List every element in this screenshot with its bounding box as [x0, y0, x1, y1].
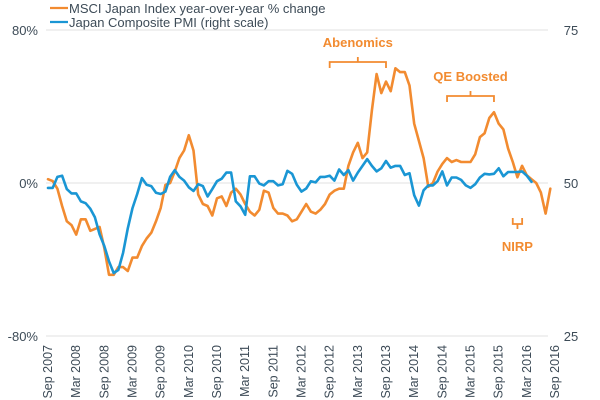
annotation-qe-boosted: QE Boosted: [433, 69, 508, 102]
series-msci: [46, 67, 552, 277]
annotation-label: Abenomics: [323, 35, 393, 50]
annotation-label: NIRP: [502, 239, 533, 254]
series-pmi: [46, 157, 533, 275]
x-tick-label: Sep 2007: [41, 345, 55, 399]
annotation-bracket: [328, 57, 387, 68]
x-tick-label: Sep 2016: [548, 345, 562, 399]
left-tick-label: -80%: [8, 329, 39, 344]
legend-label-pmi: Japan Composite PMI (right scale): [69, 15, 268, 30]
right-tick-label: 75: [564, 23, 578, 38]
x-tick-label: Sep 2008: [97, 345, 111, 399]
x-tick-label: Mar 2009: [126, 345, 140, 398]
x-tick-label: Mar 2012: [295, 345, 309, 398]
x-tick-label: Sep 2009: [154, 345, 168, 399]
x-tick-label: Mar 2011: [238, 345, 252, 397]
x-tick-label: Mar 2008: [69, 345, 83, 398]
x-tick-label: Mar 2015: [464, 345, 478, 398]
left-tick-label: 80%: [12, 23, 38, 38]
legend-item-msci[interactable]: MSCI Japan Index year-over-year % change: [50, 1, 326, 16]
legend-item-pmi[interactable]: Japan Composite PMI (right scale): [50, 15, 268, 30]
x-tick-label: Sep 2015: [492, 345, 506, 399]
right-tick-label: 25: [564, 329, 578, 344]
series: [46, 67, 552, 277]
x-tick-label: Mar 2010: [182, 345, 196, 398]
right-tick-label: 50: [564, 176, 578, 191]
legend-label-msci: MSCI Japan Index year-over-year % change: [69, 1, 326, 16]
left-tick-label: 0%: [19, 176, 38, 191]
x-tick-label: Sep 2014: [435, 345, 449, 399]
x-tick-label: Sep 2012: [323, 345, 337, 399]
left-axis: 80% 0% -80%: [8, 23, 39, 344]
annotation-bracket: [511, 218, 524, 229]
pmi-line: [46, 157, 533, 275]
x-tick-label: Mar 2014: [407, 345, 421, 398]
annotations: Abenomics QE Boosted NIRP: [323, 35, 534, 254]
x-axis: Sep 2007 Mar 2008 Sep 2008 Mar 2009 Sep 2009…: [41, 345, 562, 399]
msci-line: [46, 67, 552, 277]
annotation-nirp: NIRP: [502, 218, 533, 254]
x-tick-label: Mar 2016: [520, 345, 534, 398]
legend: MSCI Japan Index year-over-year % change…: [50, 1, 326, 30]
x-tick-label: Sep 2011: [266, 345, 280, 398]
right-axis: 75 50 25: [564, 23, 578, 344]
annotation-bracket: [446, 91, 495, 102]
x-tick-label: Mar 2013: [351, 345, 365, 398]
x-tick-label: Sep 2010: [210, 345, 224, 399]
x-tick-label: Sep 2013: [379, 345, 393, 399]
annotation-abenomics: Abenomics: [323, 35, 393, 68]
annotation-label: QE Boosted: [433, 69, 507, 84]
